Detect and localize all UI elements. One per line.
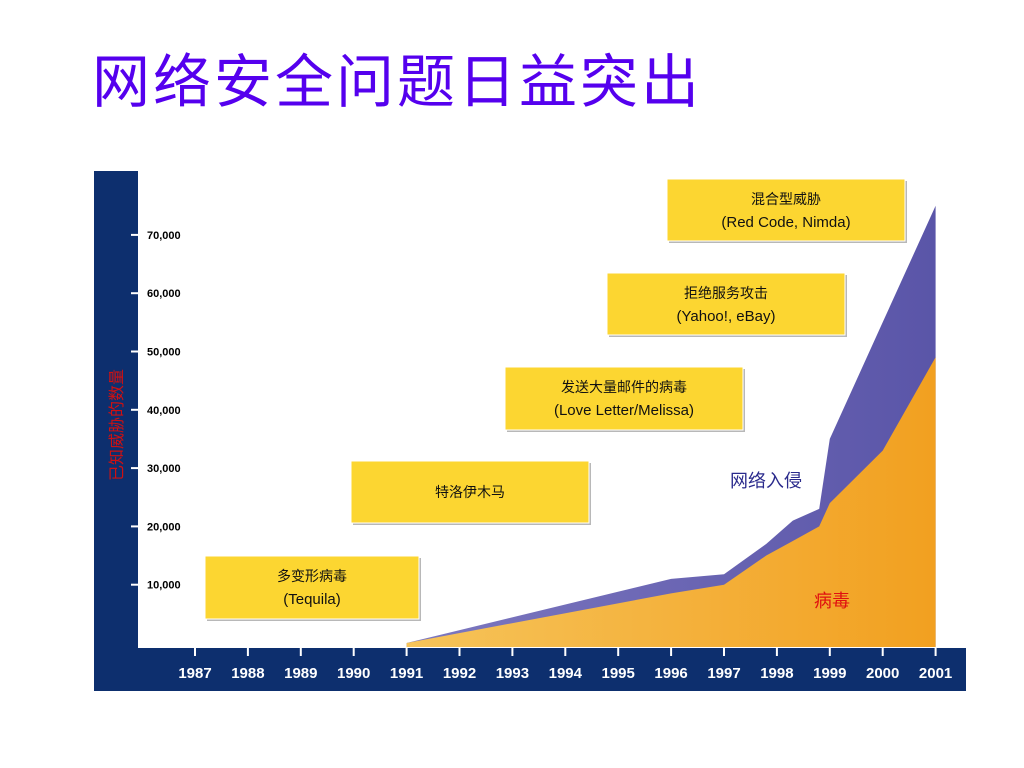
x-tick-label: 1994 (549, 665, 583, 682)
callout-box: 发送大量邮件的病毒 (Love Letter/Melissa) (504, 366, 745, 432)
y-tick-label: 30,000 (147, 463, 181, 475)
x-tick-label: 1989 (284, 665, 317, 682)
callout-title: 特洛伊木马 (435, 485, 505, 501)
area-virus (406, 357, 936, 647)
x-tick-label: 1993 (496, 665, 529, 682)
y-tick-label: 50,000 (147, 347, 181, 359)
x-tick-label: 1987 (178, 665, 211, 682)
callout-title: 发送大量邮件的病毒 (561, 380, 687, 396)
callout-box: 拒绝服务攻击 (Yahoo!, eBay) (606, 272, 847, 337)
y-axis-band (94, 171, 138, 691)
callout-examples: (Yahoo!, eBay) (677, 308, 776, 325)
callout-box: 特洛伊木马 (350, 460, 591, 525)
x-tick-label: 1991 (390, 665, 423, 682)
x-tick-label: 1995 (602, 665, 635, 682)
y-tick-label: 60,000 (147, 288, 181, 300)
x-tick-label: 2001 (919, 665, 952, 682)
x-tick-label: 1996 (654, 665, 687, 682)
series-label-virus: 病毒 (814, 591, 850, 612)
y-tick-label: 20,000 (147, 521, 181, 533)
y-tick-label: 70,000 (147, 230, 181, 242)
x-tick-label: 1992 (443, 665, 476, 682)
x-tick-label: 1997 (707, 665, 740, 682)
callout-title: 多变形病毒 (277, 568, 347, 585)
series-label-intrusion: 网络入侵 (730, 471, 802, 492)
callout-examples: (Love Letter/Melissa) (554, 402, 694, 419)
callout-examples: (Red Code, Nimda) (721, 214, 850, 231)
x-tick-label: 1990 (337, 665, 370, 682)
callout-title: 拒绝服务攻击 (684, 286, 768, 302)
x-tick-label: 2000 (866, 665, 899, 682)
y-tick-label: 40,000 (147, 405, 181, 417)
x-axis-band (94, 648, 966, 691)
y-tick-label: 10,000 (147, 580, 181, 592)
x-tick-label: 1999 (813, 665, 846, 682)
y-axis-label: 已知威胁的数量 (107, 369, 126, 481)
x-tick-label: 1998 (760, 665, 793, 682)
callout-examples: (Tequila) (283, 591, 341, 608)
callout-title: 混合型威胁 (751, 192, 821, 208)
slide-title: 网络安全问题日益突出 (92, 48, 703, 116)
callout-box: 混合型威胁 (Red Code, Nimda) (666, 178, 907, 243)
callout-box: 多变形病毒 (Tequila) (204, 555, 421, 621)
x-tick-label: 1988 (231, 665, 264, 682)
